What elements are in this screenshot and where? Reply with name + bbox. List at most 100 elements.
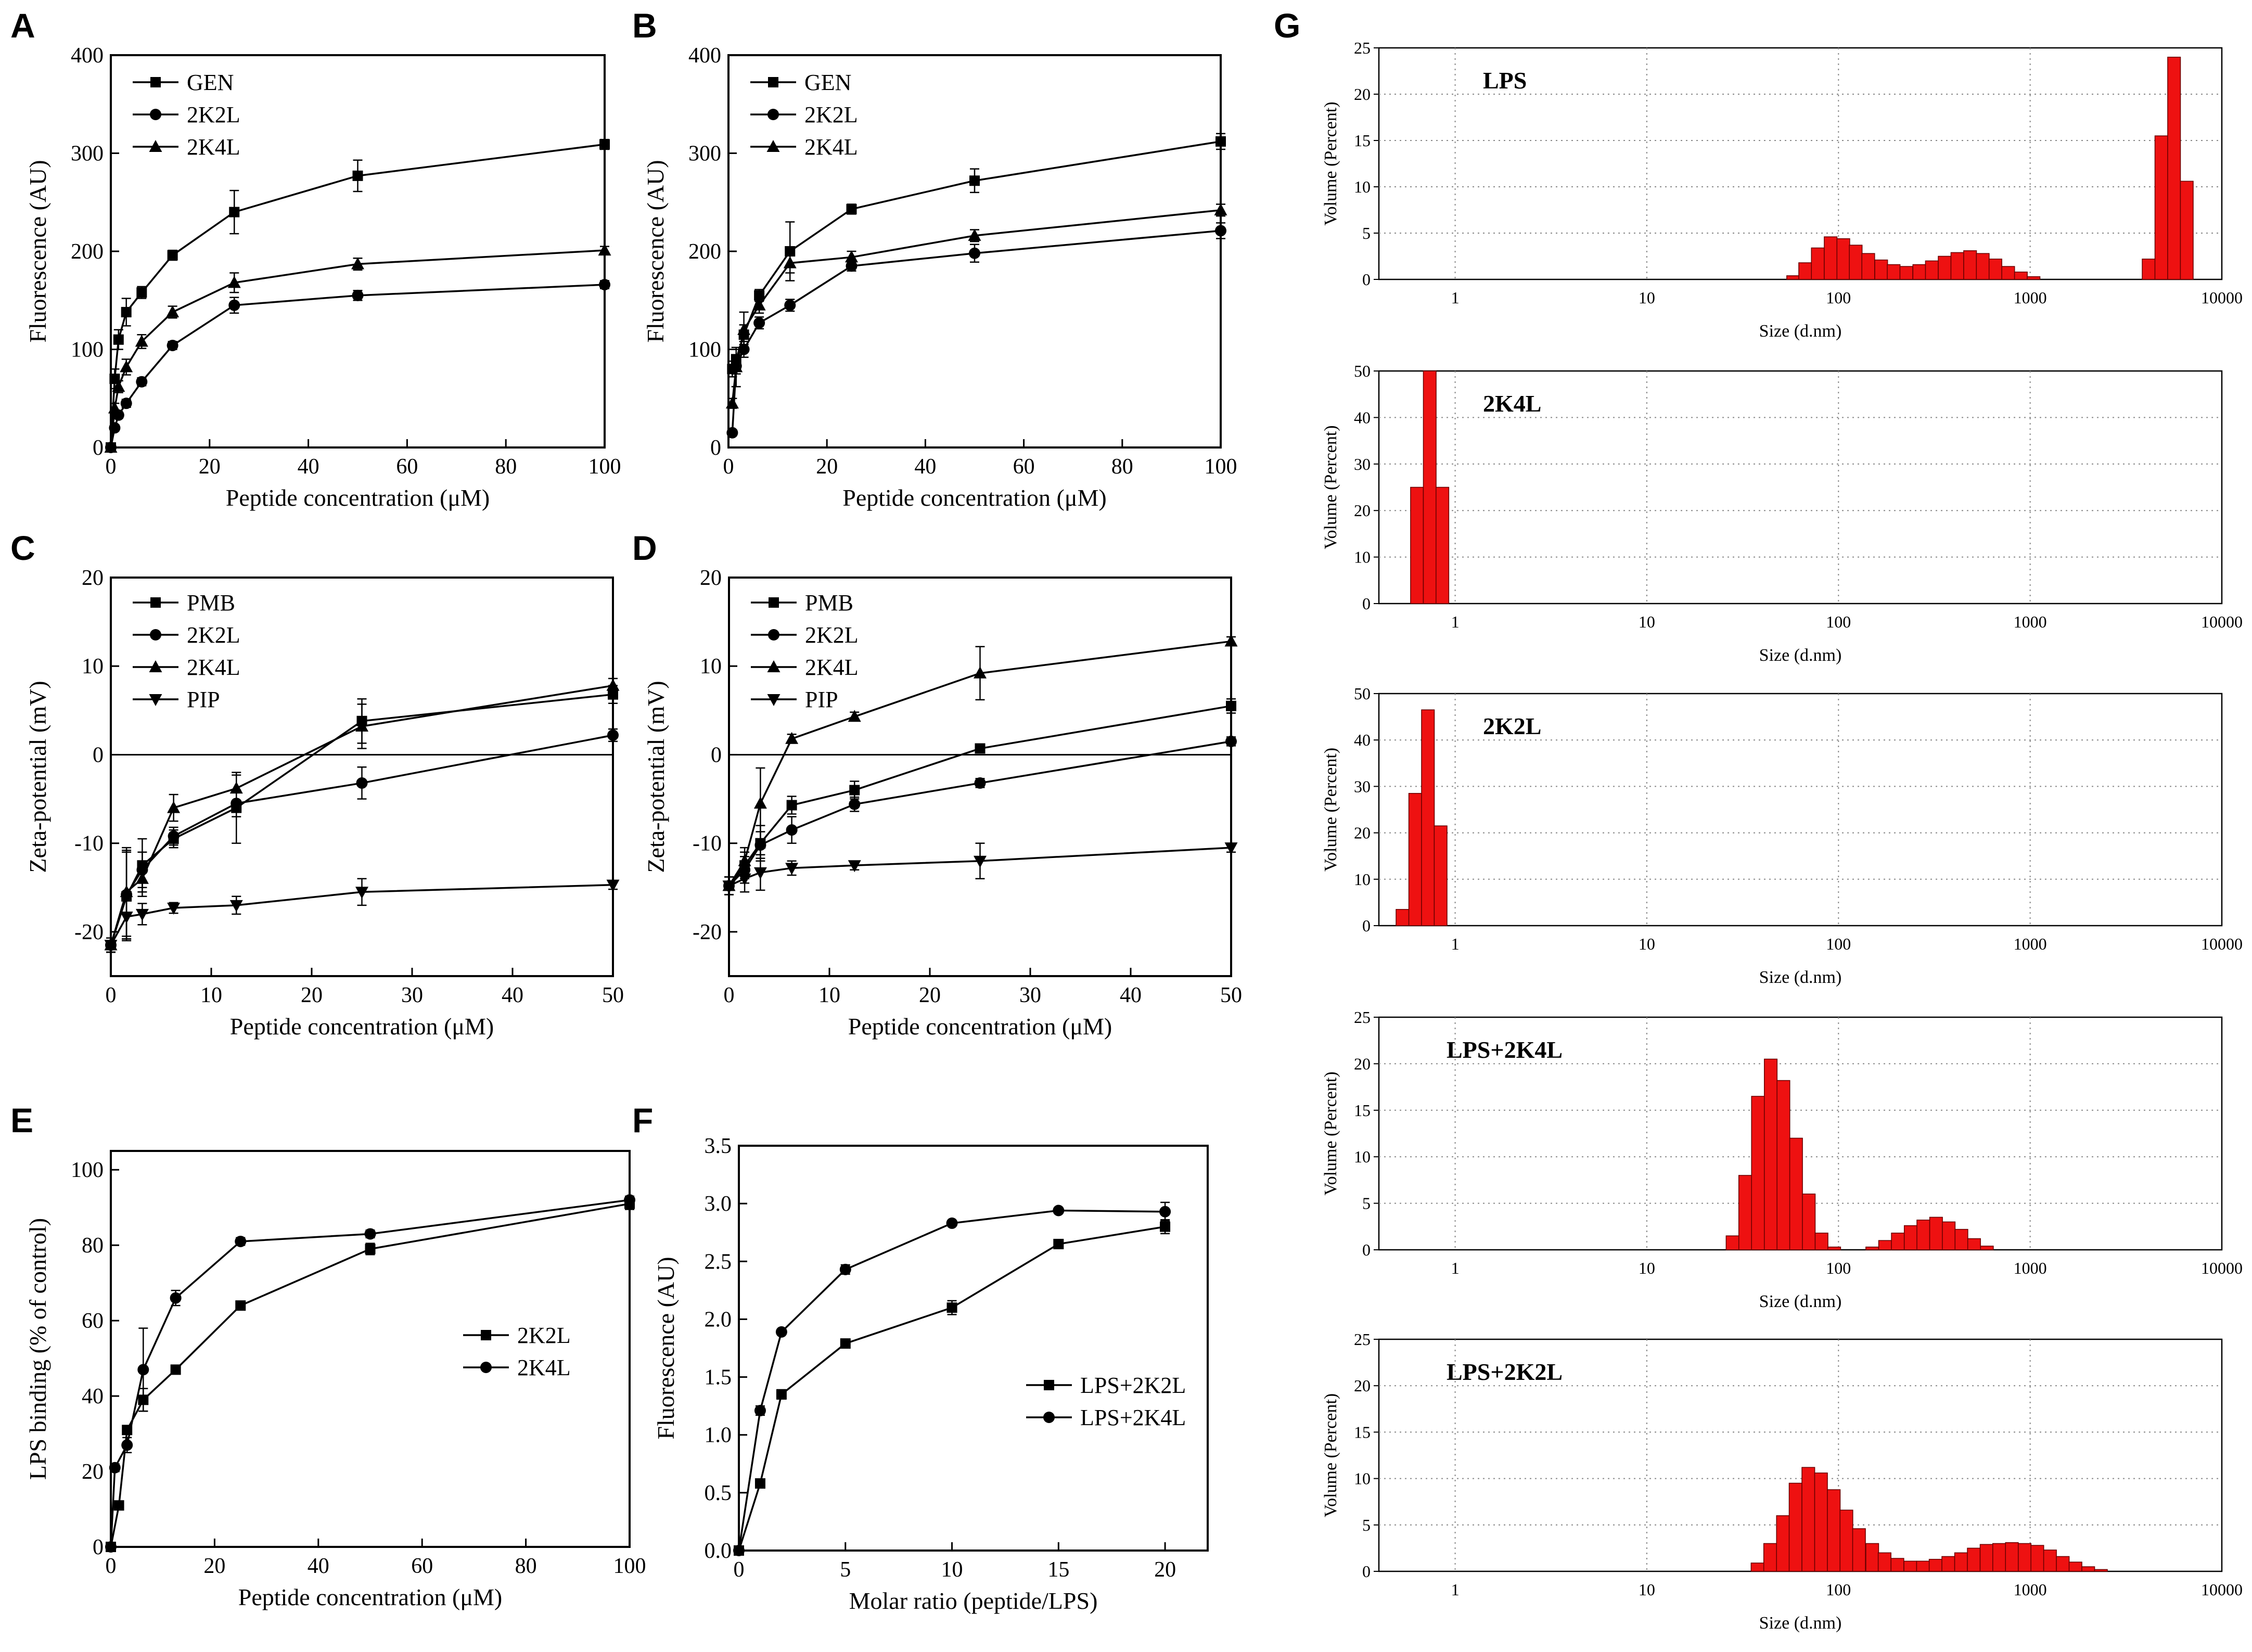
histogram-bar bbox=[1890, 1558, 1904, 1572]
y-tick-label: 25 bbox=[1354, 1008, 1371, 1027]
dls-sample-label: 2K2L bbox=[1483, 713, 1541, 739]
data-point bbox=[231, 798, 242, 810]
legend-marker bbox=[150, 629, 161, 641]
histogram-bar bbox=[2027, 276, 2041, 280]
data-point bbox=[1214, 203, 1227, 215]
y-tick-label: 1.0 bbox=[705, 1424, 732, 1448]
plot-frame bbox=[1378, 47, 2223, 280]
y-tick-label: 30 bbox=[1354, 455, 1371, 473]
x-tick-label: 40 bbox=[914, 455, 936, 479]
x-tick-label: 10000 bbox=[2201, 1259, 2243, 1277]
x-tick-label: 10000 bbox=[2201, 288, 2243, 307]
data-point bbox=[112, 380, 125, 392]
series-2k4l bbox=[104, 244, 611, 453]
y-tick-label: 20 bbox=[82, 1460, 104, 1484]
data-point bbox=[167, 250, 178, 261]
legend-label: 2K2L bbox=[805, 622, 859, 648]
histogram-bar bbox=[1916, 1560, 1930, 1572]
histogram-bar bbox=[1788, 1482, 1802, 1572]
x-axis-label: Peptide concentration (μM) bbox=[230, 1013, 494, 1040]
y-axis-label: Volume (Percent) bbox=[1321, 748, 1340, 872]
data-point bbox=[352, 170, 363, 181]
legend-label: LPS+2K2L bbox=[1080, 1373, 1186, 1398]
y-axis-label: Fluorescence (AU) bbox=[652, 1257, 679, 1439]
data-point bbox=[753, 867, 767, 879]
x-tick-label: 10000 bbox=[2201, 934, 2243, 953]
x-axis-label: Peptide concentration (μM) bbox=[226, 484, 490, 511]
data-point bbox=[786, 824, 798, 836]
histogram-bar bbox=[1988, 259, 2002, 280]
y-tick-label: 20 bbox=[1354, 1054, 1371, 1073]
x-tick-label: 1 bbox=[1451, 934, 1460, 953]
histogram-bar bbox=[1980, 1246, 1994, 1250]
legend-label: PIP bbox=[187, 687, 220, 712]
y-tick-label: 20 bbox=[1354, 1376, 1371, 1395]
histogram-bar bbox=[1942, 1221, 1956, 1250]
y-tick-label: 0.0 bbox=[705, 1539, 732, 1563]
y-tick-label: 0 bbox=[711, 743, 722, 767]
data-point bbox=[598, 244, 611, 256]
legend: 2K2L 2K4L bbox=[463, 1323, 571, 1380]
x-tick-label: 10 bbox=[1639, 612, 1655, 631]
x-tick-label: 1000 bbox=[2014, 612, 2047, 631]
histogram-bar bbox=[1789, 1137, 1803, 1250]
data-point bbox=[135, 872, 149, 884]
data-point bbox=[946, 1217, 958, 1229]
data-point bbox=[356, 777, 368, 789]
data-point bbox=[969, 247, 980, 259]
histogram-bar bbox=[1950, 252, 1964, 280]
y-tick-label: 400 bbox=[71, 44, 104, 68]
data-point bbox=[1224, 634, 1238, 647]
data-point bbox=[849, 798, 861, 810]
y-tick-label: 40 bbox=[82, 1385, 104, 1408]
legend-label: PIP bbox=[805, 687, 838, 712]
x-tick-label: 0 bbox=[723, 455, 734, 479]
legend-marker bbox=[767, 694, 780, 706]
y-tick-label: 50 bbox=[1354, 684, 1371, 703]
histogram-bar bbox=[1929, 1216, 1943, 1250]
histogram-bar bbox=[1992, 1543, 2006, 1572]
data-point bbox=[776, 1389, 787, 1400]
y-tick-label: -10 bbox=[74, 832, 104, 856]
x-axis-label: Peptide concentration (μM) bbox=[848, 1013, 1112, 1040]
series-2k2l bbox=[105, 279, 610, 453]
data-point bbox=[104, 441, 118, 453]
data-point bbox=[974, 855, 987, 868]
x-tick-label: 20 bbox=[301, 983, 323, 1007]
x-tick-label: 1000 bbox=[2014, 934, 2047, 953]
chart-d: 0 10 20 30 40 50 -20 -10 0 10 20 Peptide concentrat… bbox=[643, 566, 1242, 1040]
x-axis-label: Size (d.nm) bbox=[1759, 1613, 1842, 1633]
x-tick-label: 60 bbox=[396, 455, 418, 479]
y-tick-label: 1.5 bbox=[705, 1366, 732, 1390]
y-axis-label: Fluorescence (AU) bbox=[24, 160, 51, 342]
histogram-bar bbox=[1827, 1489, 1841, 1572]
data-point bbox=[355, 887, 368, 899]
histogram-bar bbox=[1839, 1509, 1853, 1572]
histogram-bar bbox=[1941, 1556, 1955, 1572]
histogram-bar bbox=[2068, 1561, 2082, 1572]
histogram-bar bbox=[1865, 1543, 1879, 1572]
data-point bbox=[228, 299, 240, 311]
x-tick-label: 100 bbox=[1205, 455, 1237, 479]
histogram-bar bbox=[1776, 1515, 1790, 1572]
series-2k2l bbox=[726, 222, 1226, 439]
data-point bbox=[135, 908, 149, 921]
data-point bbox=[848, 710, 861, 722]
y-tick-label: 40 bbox=[1354, 408, 1371, 427]
histogram-bar bbox=[1878, 1240, 1892, 1250]
x-axis-label: Size (d.nm) bbox=[1759, 1292, 1842, 1311]
histogram-bar bbox=[1891, 1233, 1905, 1250]
y-tick-label: 0 bbox=[93, 436, 104, 460]
data-point bbox=[730, 360, 743, 373]
legend-marker bbox=[767, 660, 780, 672]
data-point bbox=[1160, 1221, 1171, 1232]
legend: LPS+2K2L LPS+2K4L bbox=[1026, 1373, 1186, 1430]
y-tick-label: 0 bbox=[710, 436, 721, 460]
histogram-bar bbox=[1967, 1547, 1981, 1572]
data-point bbox=[785, 863, 799, 875]
x-tick-label: 100 bbox=[588, 455, 621, 479]
y-tick-label: 0 bbox=[1362, 594, 1371, 613]
data-point bbox=[355, 719, 368, 732]
x-tick-label: 20 bbox=[816, 455, 838, 479]
x-tick-label: 30 bbox=[401, 983, 423, 1007]
